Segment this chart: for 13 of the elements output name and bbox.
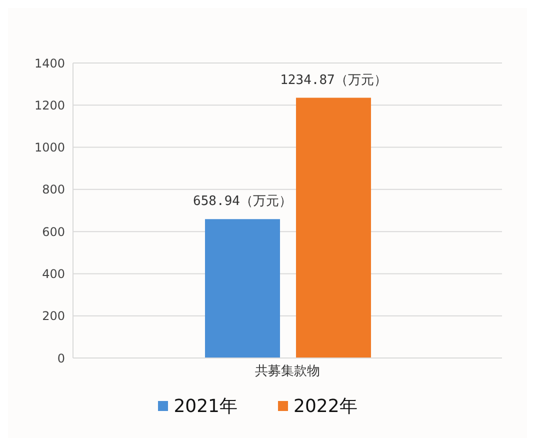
y-tick-label: 0: [57, 351, 65, 366]
y-tick-label: 200: [42, 309, 65, 324]
x-tick-label: 共募集款物: [255, 364, 320, 380]
y-tick-label: 1400: [34, 56, 65, 70]
y-tick-label: 800: [42, 182, 65, 197]
y-tick-label: 600: [42, 224, 65, 239]
legend-label: 2022年: [292, 395, 358, 418]
data-label: 1234.87（万元）: [280, 72, 387, 88]
data-label: 658.94（万元）: [193, 194, 292, 210]
legend-label: 2021年: [172, 395, 238, 418]
y-tick-label: 400: [42, 266, 65, 281]
y-tick-label: 1000: [34, 140, 65, 155]
y-tick-label: 1200: [34, 98, 65, 112]
